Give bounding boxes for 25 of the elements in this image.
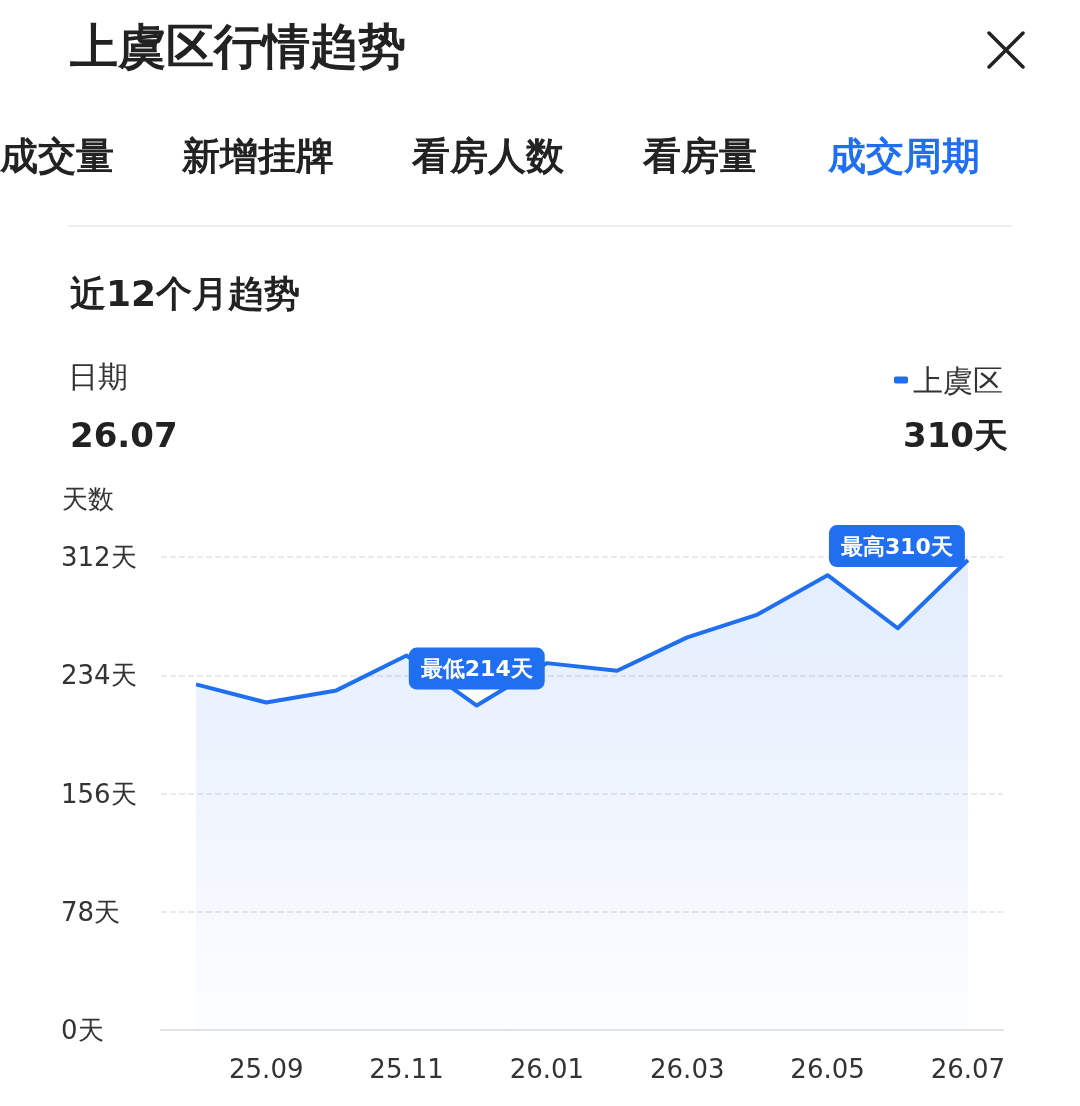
x-tick-label: 25.11 (369, 1054, 444, 1084)
text: 看房量 (643, 134, 757, 178)
text: 310天 (903, 415, 1008, 455)
x-tick-label: 26.03 (650, 1054, 725, 1084)
x-tick-label: 26.05 (790, 1054, 865, 1084)
chart-title: 上虞区行情趋势 (70, 18, 406, 74)
text: 26.07 (70, 415, 178, 455)
y-tick-label: 0天 (61, 1015, 104, 1045)
y-tick-label: 234天 (61, 660, 137, 691)
x-tick-label: 25.09 (229, 1054, 304, 1084)
text: 新增挂牌 (182, 134, 334, 178)
x-tick-label: 26.01 (509, 1054, 585, 1084)
x-tick-label: 26.07 (930, 1054, 1006, 1084)
y-tick-label: 156天 (61, 778, 137, 809)
y-tick-label: 78天 (61, 896, 121, 927)
legend-label: 上虞区 (913, 362, 1003, 398)
y-tick-label: 312天 (61, 542, 137, 572)
text: 成交周期 (828, 134, 980, 178)
annotation: 最低214天 (419, 656, 533, 682)
y-axis-title: 天数 (62, 484, 114, 514)
chart-subtitle: 近12个月趋势 (70, 273, 301, 314)
text: 日期 (68, 359, 128, 394)
text: 看房人数 (412, 134, 564, 178)
text: 成交量 (0, 134, 114, 178)
annotation: 最高310天 (839, 533, 953, 559)
